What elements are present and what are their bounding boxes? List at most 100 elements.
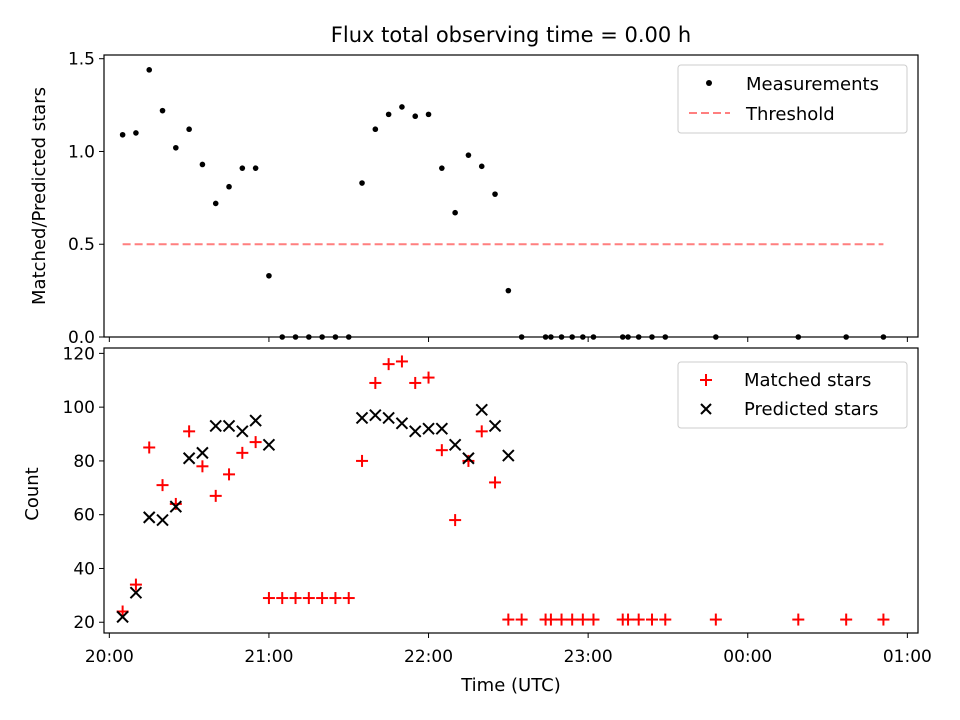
matched-star-point (143, 441, 156, 454)
matched-star-point (289, 592, 302, 605)
measurement-point (478, 163, 485, 170)
top-panel: 0.0 0.5 1.0 1.5 Matched/Predicted stars Mea… (29, 50, 919, 348)
matched-star-point (342, 592, 355, 605)
measurements-legend-marker (706, 80, 712, 86)
bottom-y-tick-label: 80 (73, 452, 95, 472)
predicted-star-point (262, 438, 276, 451)
matched-star-point (356, 454, 369, 467)
x-tick-label: 21:00 (244, 647, 293, 667)
measurement-point (212, 200, 219, 207)
matched-star-point (422, 371, 435, 384)
predicted-star-point (209, 419, 222, 433)
predicted-star-point (488, 419, 502, 433)
top-y-ticks: 0.0 0.5 1.0 1.5 (68, 50, 104, 348)
bottom-y-ticks: 20 40 60 80 100 120 (63, 344, 104, 633)
measurement-point (266, 272, 272, 279)
predicted-star-point (462, 452, 475, 465)
predicted-star-point (369, 409, 382, 422)
measurement-point (425, 111, 432, 118)
predicted-star-stroke (369, 409, 382, 422)
matched-star-point (515, 613, 528, 626)
measurement-point (412, 113, 419, 120)
predicted-star-point (182, 452, 196, 465)
predicted-star-stroke (409, 425, 422, 438)
predicted-star-point (236, 425, 249, 438)
bottom-plot-frame (103, 347, 919, 634)
measurement-point (133, 130, 139, 136)
matched-star-point (329, 592, 342, 605)
matched-star-point (249, 436, 262, 449)
predicted-star-stroke (462, 452, 475, 465)
predicted-star-point (475, 403, 488, 417)
measurement-point (439, 165, 445, 171)
matched-star-point (276, 592, 289, 605)
matched-star-point (555, 613, 568, 626)
matched-star-point (409, 376, 422, 389)
top-legend: Measurements Threshold (677, 64, 908, 134)
measurement-point (505, 287, 512, 294)
predicted-star-stroke (249, 414, 262, 427)
predicted-star-stroke (262, 438, 276, 451)
bottom-y-tick-label: 100 (63, 398, 95, 418)
predicted-star-stroke (382, 411, 395, 425)
predicted-star-stroke (129, 586, 143, 599)
predicted-star-stroke (116, 610, 129, 624)
measurement-point (119, 131, 126, 138)
matched-star-point (262, 592, 275, 605)
matched-star-point (877, 613, 890, 626)
measurement-point (239, 165, 246, 171)
measurement-point (372, 126, 379, 133)
predicted-star-point (435, 422, 449, 435)
predicted-star-stroke (355, 411, 369, 425)
matched-star-point (449, 514, 462, 527)
bottom-x-ticks: 20:00 21:00 22:00 23:00 00:00 01:00 (85, 633, 932, 667)
matched-star-point (840, 613, 853, 626)
top-y-tick-label: 1.0 (68, 142, 95, 162)
bottom-legend-box (677, 361, 908, 429)
predicted-star-point (395, 417, 409, 430)
predicted-star-point (409, 425, 422, 438)
legend-matched-stars: Matched stars (744, 370, 871, 391)
predicted-star-point (169, 500, 183, 513)
top-plot-frame (103, 54, 919, 338)
matched-star-point (792, 613, 805, 626)
measurement-point (385, 111, 392, 118)
measurement-point (359, 180, 365, 186)
matched-star-point (196, 460, 209, 473)
predicted-star-point (116, 610, 129, 624)
measurement-point (173, 144, 179, 151)
top-x-ticks (108, 337, 908, 342)
x-axis-label: Time (UTC) (460, 675, 561, 696)
predicted-legend-marker (700, 403, 712, 415)
measurement-point (399, 104, 405, 110)
predicted-star-stroke (182, 452, 196, 465)
matched-legend-marker (700, 374, 712, 386)
matched-star-point (632, 613, 645, 626)
bottom-y-tick-label: 40 (73, 559, 95, 579)
predicted-star-stroke (196, 446, 209, 460)
x-tick-label: 00:00 (723, 647, 772, 667)
x-tick-label: 20:00 (85, 647, 134, 667)
matched-star-point (209, 489, 222, 502)
matched-star-point (622, 613, 635, 626)
legend-measurements: Measurements (746, 74, 879, 95)
matched-star-point (645, 613, 658, 626)
matched-star-point (544, 613, 557, 626)
predicted-star-point (196, 446, 209, 460)
predicted-star-point (129, 586, 143, 599)
matched-star-point (395, 355, 408, 368)
bottom-y-axis-label: Count (22, 467, 43, 520)
matched-star-point (475, 425, 488, 438)
predicted-star-point (448, 438, 462, 451)
chart-title: Flux total observing time = 0.00 h (331, 23, 691, 47)
matched-star-point (236, 446, 249, 459)
matched-star-point (659, 613, 672, 626)
predicted-star-point (422, 422, 435, 435)
matched-star-point (489, 476, 502, 489)
measurement-point (465, 152, 472, 158)
top-y-tick-label: 1.5 (68, 50, 95, 70)
matched-star-point (369, 376, 382, 389)
matched-star-point (183, 425, 196, 438)
top-y-tick-label: 0.5 (68, 235, 95, 255)
